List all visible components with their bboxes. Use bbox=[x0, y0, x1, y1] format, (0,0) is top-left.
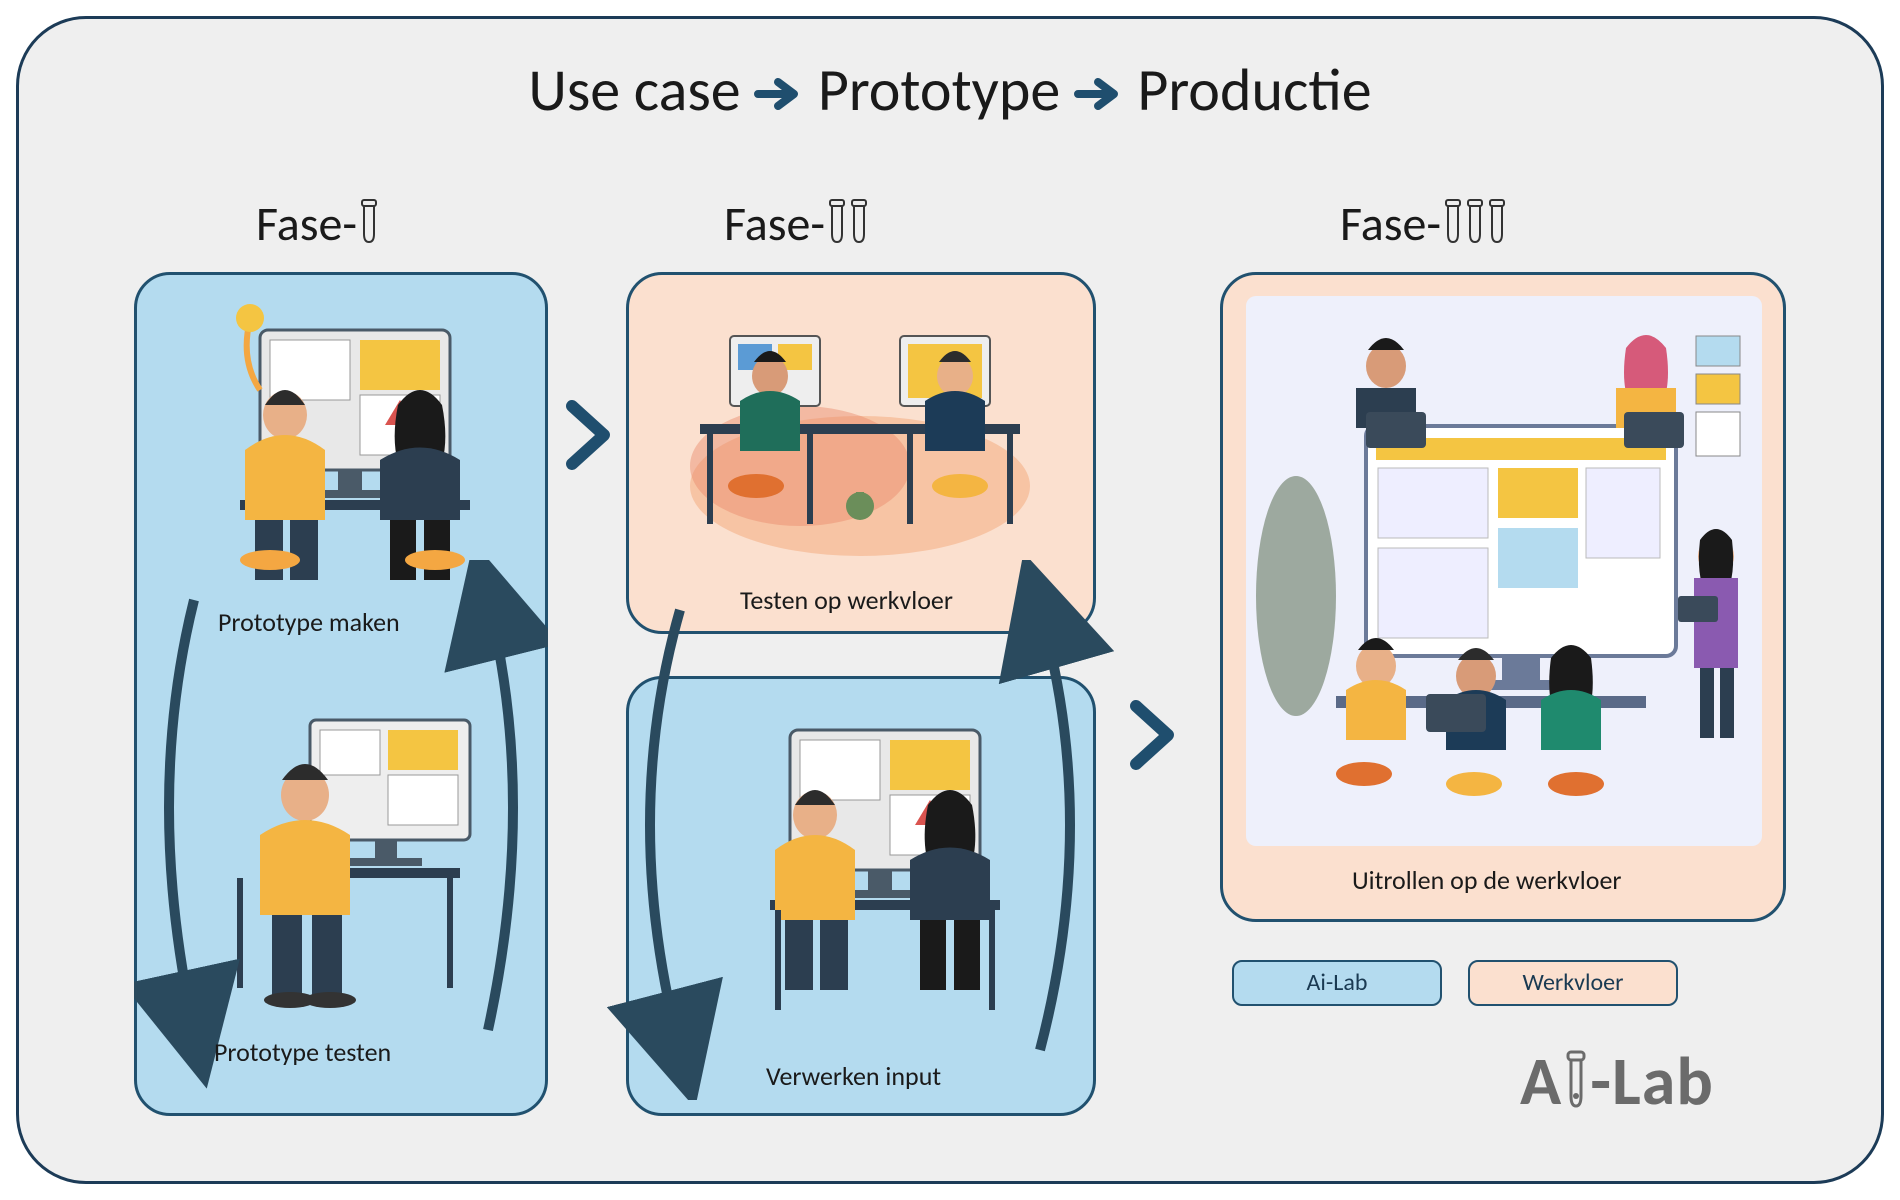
illustration-prototype-maken bbox=[170, 300, 510, 590]
legend-werkvloer: Werkvloer bbox=[1468, 960, 1678, 1006]
illustration-testen-werkvloer bbox=[660, 296, 1060, 566]
ai-lab-logo: A-Lab bbox=[1520, 1040, 1714, 1123]
phase-2-heading: Fase- bbox=[724, 194, 873, 259]
cycle-arrows-icon bbox=[600, 560, 1120, 1100]
arrow-right-icon bbox=[754, 60, 804, 133]
caption-uitrollen-werkvloer: Uitrollen op de werkvloer bbox=[1352, 864, 1621, 896]
phase-3-heading: Fase- bbox=[1340, 194, 1513, 259]
title-part-2: Prototype bbox=[818, 54, 1060, 127]
caption-prototype-testen: Prototype testen bbox=[214, 1036, 391, 1068]
test-tube-icon bbox=[357, 198, 381, 259]
legend-ai-lab: Ai-Lab bbox=[1232, 960, 1442, 1006]
cycle-arrows-icon bbox=[134, 560, 548, 1100]
chevron-right-icon bbox=[566, 400, 612, 470]
arrow-right-icon bbox=[1074, 60, 1124, 133]
test-tube-icon bbox=[825, 198, 873, 259]
caption-prototype-maken: Prototype maken bbox=[218, 606, 400, 638]
page-title: Use case Prototype Productie bbox=[0, 54, 1900, 133]
title-part-3: Productie bbox=[1137, 54, 1371, 127]
chevron-right-icon bbox=[1130, 700, 1176, 770]
test-tube-icon bbox=[1441, 198, 1513, 259]
title-part-1: Use case bbox=[528, 54, 740, 127]
illustration-uitrollen-werkvloer bbox=[1246, 296, 1762, 846]
phase-1-heading: Fase- bbox=[256, 194, 381, 259]
